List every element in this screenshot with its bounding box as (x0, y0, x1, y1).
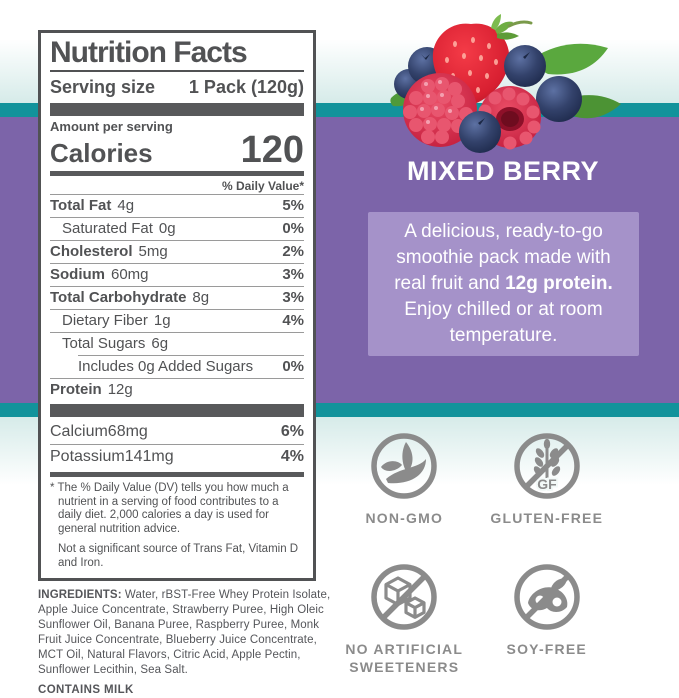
mineral-row-calcium: Calcium68mg 6% (50, 423, 304, 440)
flavor-title: MIXED BERRY (406, 156, 600, 186)
nutrient-row-protein: Protein 12g (50, 378, 304, 401)
allergen-statement: CONTAINS MILK (38, 684, 134, 696)
nutrient-row-added-sugars: Includes 0g Added Sugars 0% (78, 358, 304, 375)
product-description-text: A delicious, ready-to-go smoothie pack m… (394, 221, 613, 346)
calories-row: Calories 120 (50, 129, 304, 171)
ingredients-text: Water, rBST-Free Whey Protein Isolate, A… (38, 589, 331, 676)
mineral-row-potassium: Potassium141mg 4% (50, 444, 304, 469)
thick-divider (50, 404, 304, 417)
nutrient-row-sodium: Sodium 60mg 3% (50, 263, 304, 286)
certification-badges: NON-GMO GF GLUTEN-FREE (333, 430, 618, 676)
nutrient-row-total-fat: Total Fat 4g 5% (50, 194, 304, 217)
not-significant-footnote: Not a significant source of Trans Fat, V… (58, 543, 299, 569)
serving-size-value: 1 Pack (120g) (188, 77, 304, 97)
serving-size-label: Serving size (50, 77, 156, 97)
badge-non-gmo: NON-GMO (333, 430, 475, 527)
badge-gluten-free: GF GLUTEN-FREE (476, 430, 618, 527)
daily-value-header: % Daily Value* (221, 179, 304, 193)
nutrient-row-saturated-fat: Saturated Fat 0g 0% (50, 217, 304, 240)
medium-divider (50, 472, 304, 477)
ingredients-block: INGREDIENTS: Water, rBST-Free Whey Prote… (38, 588, 338, 698)
thick-divider (50, 103, 304, 116)
nutrition-facts-panel: Nutrition Facts Serving size 1 Pack (120… (38, 30, 316, 581)
nutrition-facts-title: Nutrition Facts (50, 36, 248, 69)
daily-value-footnote: * The % Daily Value (DV) tells you how m… (50, 482, 289, 535)
protein-highlight: 12g protein. (505, 273, 613, 294)
serving-size-row: Serving size 1 Pack (120g) (50, 74, 304, 100)
badge-no-artificial-sweeteners: NO ARTIFICIAL SWEETENERS (333, 561, 475, 676)
soybean-crossed-icon (514, 564, 580, 630)
gf-text: GF (537, 476, 557, 492)
sugar-cubes-crossed-icon (371, 564, 437, 630)
divider (50, 70, 304, 72)
mixed-berries-image (390, 14, 621, 153)
nutrient-row-dietary-fiber: Dietary Fiber 1g 4% (50, 309, 304, 332)
calories-label: Calories (50, 138, 153, 168)
indented-divider (78, 355, 304, 356)
nutrient-row-cholesterol: Cholesterol 5mg 2% (50, 240, 304, 263)
product-description-box: A delicious, ready-to-go smoothie pack m… (368, 212, 639, 356)
ingredients-label: INGREDIENTS: (38, 589, 122, 601)
medium-divider (50, 171, 304, 176)
calories-value: 120 (240, 129, 304, 171)
wheat-crossed-icon: GF (514, 433, 580, 499)
amount-per-serving-label: Amount per serving (50, 119, 173, 134)
badge-soy-free: SOY-FREE (476, 561, 618, 676)
leaf-icon (371, 433, 437, 499)
nutrient-row-total-sugars: Total Sugars 6g (50, 332, 304, 355)
nutrient-row-carbohydrate: Total Carbohydrate 8g 3% (50, 286, 304, 309)
